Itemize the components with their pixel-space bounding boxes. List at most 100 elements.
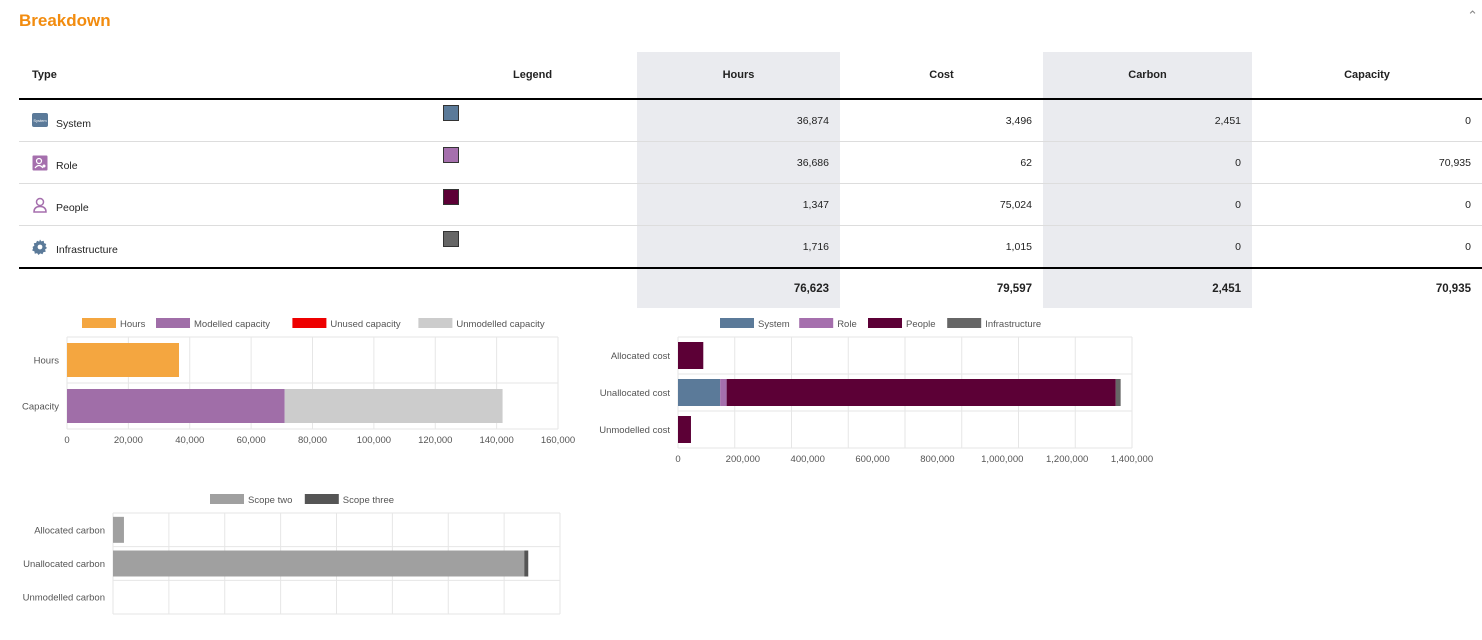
- gear-icon: [32, 239, 47, 255]
- x-tick-label: 1,000,000: [981, 454, 1023, 465]
- bar-unmodelled-capacity-capacity: [284, 389, 503, 423]
- hours-cell: 1,716: [637, 225, 840, 269]
- x-tick-label: 1,200,000: [1046, 454, 1088, 465]
- category-label-hours: Hours: [34, 356, 60, 367]
- legend-cell: [433, 183, 637, 226]
- total-capacity: 70,935: [1435, 282, 1471, 295]
- carbon-cell: 0: [1043, 225, 1252, 269]
- legend-swatch-people: [443, 188, 459, 205]
- x-tick-label: 20,000: [114, 435, 143, 446]
- type-cell: System System: [19, 99, 433, 142]
- cost-cell: 75,024: [840, 183, 1043, 226]
- legend-cell: [433, 99, 637, 142]
- category-label-capacity: Capacity: [22, 402, 59, 413]
- x-tick-label: 800,000: [920, 454, 954, 465]
- cost-cell: 3,496: [840, 99, 1043, 142]
- type-cell: People: [19, 183, 433, 226]
- bar-people-allocated-cost: [678, 342, 704, 369]
- x-tick-label: 600,000: [855, 454, 889, 465]
- legend-swatch-system: [443, 104, 459, 121]
- table-row: Infrastructure 1,716 1,015 0 0: [19, 225, 1482, 269]
- legend-label-scope-three: Scope three: [343, 495, 394, 506]
- x-tick-label: 400,000: [791, 454, 825, 465]
- category-label-unmodelled-cost: Unmodelled cost: [599, 425, 670, 436]
- legend-swatch-scope-three: [304, 494, 339, 504]
- capacity-cell: 0: [1252, 183, 1482, 226]
- legend-cell: [433, 141, 637, 184]
- legend-label-infrastructure: Infrastructure: [985, 319, 1041, 330]
- bar-scope-two-allocated-carbon: [113, 516, 124, 543]
- x-tick-label: 0: [64, 435, 69, 446]
- x-tick-label: 40,000: [175, 435, 204, 446]
- bar-system-unallocated-cost: [678, 379, 721, 406]
- col-header-cost: Cost: [840, 52, 1043, 100]
- x-tick-label: 80,000: [298, 435, 327, 446]
- table-header-row: Type Legend Hours Cost Carbon Capacity: [19, 52, 1482, 100]
- category-label-unallocated-carbon: Unallocated carbon: [23, 559, 105, 570]
- system-icon-text: System: [33, 118, 47, 123]
- x-tick-label: 0: [675, 454, 680, 465]
- capacity-cell: 0: [1252, 99, 1482, 142]
- legend-swatch-unused-capacity: [292, 318, 327, 328]
- bar-scope-three-unallocated-carbon: [524, 550, 529, 577]
- legend-swatch-people: [868, 318, 902, 328]
- type-cell: Infrastructure: [19, 225, 433, 269]
- carbon-chart: Scope two Scope three Allocated carbon Unal…: [23, 494, 561, 615]
- legend-cell: [433, 225, 637, 269]
- x-tick-label: 100,000: [357, 435, 391, 446]
- category-label-unallocated-cost: Unallocated cost: [600, 388, 671, 399]
- bar-role-unallocated-cost: [720, 379, 727, 406]
- system-icon: System: [32, 112, 48, 127]
- person-icon: [33, 197, 47, 213]
- bar-people-unallocated-cost: [726, 379, 1116, 406]
- col-header-hours: Hours: [637, 52, 840, 100]
- legend-swatch-role: [799, 318, 834, 328]
- total-carbon: 2,451: [1043, 268, 1252, 308]
- legend-label-people: People: [906, 319, 936, 330]
- legend-swatch-hours: [82, 318, 116, 328]
- totals-row: 76,623 79,597 2,451 70,935: [19, 268, 1482, 308]
- cost-cell: 1,015: [840, 225, 1043, 269]
- carbon-cell: 0: [1043, 141, 1252, 184]
- legend-label-hours: Hours: [120, 319, 146, 330]
- type-label: Infrastructure: [56, 243, 118, 256]
- col-header-type: Type: [19, 52, 433, 100]
- category-label-allocated-cost: Allocated cost: [611, 351, 671, 362]
- page-title: Breakdown: [19, 11, 111, 30]
- role-icon: [32, 155, 48, 170]
- bar-people-unmodelled-cost: [678, 416, 691, 443]
- legend-label-scope-two: Scope two: [248, 495, 292, 506]
- type-label: People: [56, 201, 89, 214]
- capacity-chart: Hours Modelled capacity Unused capacity Unm…: [22, 318, 575, 446]
- legend-label-modelled-capacity: Modelled capacity: [194, 319, 270, 330]
- type-cell: Role: [19, 141, 433, 184]
- x-tick-label: 160,000: [541, 435, 575, 446]
- legend-swatch-infrastructure: [947, 318, 982, 328]
- legend-swatch-system: [720, 318, 754, 328]
- type-label: Role: [56, 159, 78, 172]
- chevron-up-icon[interactable]: ⌃: [1467, 8, 1478, 23]
- totals-spacer: [19, 268, 433, 308]
- col-header-legend: Legend: [433, 52, 637, 100]
- legend-label-unmodelled-capacity: Unmodelled capacity: [456, 319, 544, 330]
- category-label-unmodelled-carbon: Unmodelled carbon: [23, 593, 105, 604]
- legend-swatch-role: [443, 146, 459, 163]
- cost-chart: System Role People Infrastructure Allocated …: [599, 318, 1153, 465]
- x-tick-label: 1,400,000: [1111, 454, 1153, 465]
- legend-label-role: Role: [837, 319, 857, 330]
- carbon-cell: 0: [1043, 183, 1252, 226]
- legend-swatch-unmodelled-capacity: [418, 318, 453, 328]
- legend-label-system: System: [758, 319, 790, 330]
- capacity-cell: 70,935: [1252, 141, 1482, 184]
- x-tick-label: 140,000: [479, 435, 513, 446]
- legend-swatch-modelled-capacity: [156, 318, 190, 328]
- legend-swatch-infrastructure: [443, 230, 459, 247]
- type-label: System: [56, 117, 92, 130]
- breakdown-table: Type Legend Hours Cost Carbon Capacity S…: [19, 52, 1482, 308]
- table-row: People 1,347 75,024 0 0: [19, 183, 1482, 226]
- x-tick-label: 120,000: [418, 435, 452, 446]
- hours-cell: 36,874: [637, 99, 840, 142]
- legend-swatch-scope-two: [210, 494, 244, 504]
- total-cost: 79,597: [996, 282, 1032, 295]
- carbon-cell: 2,451: [1043, 99, 1252, 142]
